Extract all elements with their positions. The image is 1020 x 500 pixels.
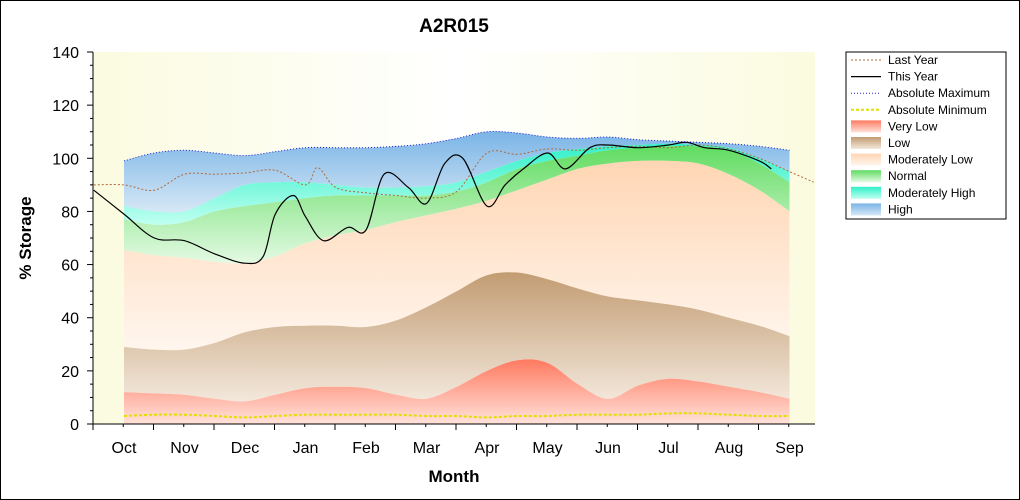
y-axis-title: % Storage: [16, 196, 35, 279]
legend-label: High: [888, 202, 913, 216]
chart-title: A2R015: [419, 16, 489, 37]
legend-swatch-band-low: [851, 137, 881, 149]
y-tick-label: 0: [70, 417, 79, 434]
x-tick-label: Sep: [775, 440, 804, 457]
legend-label: Absolute Minimum: [888, 103, 987, 117]
legend-label: Last Year: [888, 53, 938, 67]
y-tick-label: 20: [61, 364, 79, 381]
legend-swatch-band-high: [851, 203, 881, 216]
band-normal: [124, 145, 790, 264]
this-year-line: [93, 141, 772, 265]
legend-label: Normal: [888, 169, 927, 183]
band-moderately-high: [124, 143, 790, 225]
y-tick-label: 80: [61, 204, 79, 221]
x-tick-label: Jan: [293, 440, 319, 457]
legend-swatch-band-mod-high: [851, 186, 881, 199]
legend-swatch-band-normal: [851, 170, 881, 183]
y-tick-label: 40: [61, 311, 79, 328]
x-tick-label: Apr: [475, 440, 501, 457]
x-ticks: Oct Nov Dec Jan Feb Mar Apr May Jun Jul Aug Sep: [92, 424, 804, 457]
absolute-minimum-line: [123, 412, 790, 419]
legend-label: Absolute Maximum: [888, 86, 990, 100]
x-tick-label: Oct: [112, 440, 137, 457]
y-tick-label: 60: [61, 258, 79, 275]
x-tick-label: Aug: [715, 440, 743, 457]
band-moderately-low: [124, 160, 790, 351]
legend-label: Low: [888, 136, 910, 150]
legend-swatch-band-mod-low: [851, 153, 881, 166]
x-tick-label: Jul: [658, 440, 678, 457]
legend-label: Moderately Low: [888, 153, 973, 167]
legend-label: Moderately High: [888, 186, 975, 200]
y-tick-label: 100: [52, 151, 79, 168]
x-tick-label: May: [532, 440, 562, 457]
band-low: [124, 272, 790, 402]
x-axis-title: Month: [429, 467, 480, 486]
y-tick-label: 120: [52, 98, 79, 115]
series-lines: [93, 130, 814, 419]
band-high: [124, 131, 790, 213]
x-tick-label: Jun: [595, 440, 621, 457]
x-tick-label: Dec: [231, 440, 259, 457]
legend-label: Very Low: [888, 119, 938, 133]
x-tick-label: Nov: [170, 440, 198, 457]
band-very-low: [124, 359, 790, 424]
y-ticks: 0 20 40 60 80 100 120 140: [52, 45, 93, 434]
legend-label: This Year: [888, 70, 938, 84]
y-tick-label: 140: [52, 45, 79, 62]
x-tick-label: Mar: [413, 440, 441, 457]
percentile-bands: [124, 131, 790, 424]
x-tick-label: Feb: [352, 440, 380, 457]
legend-swatch-band-very-low: [851, 120, 881, 133]
legend: Last Year This Year Absolute Maximum Absolu…: [845, 51, 1007, 220]
